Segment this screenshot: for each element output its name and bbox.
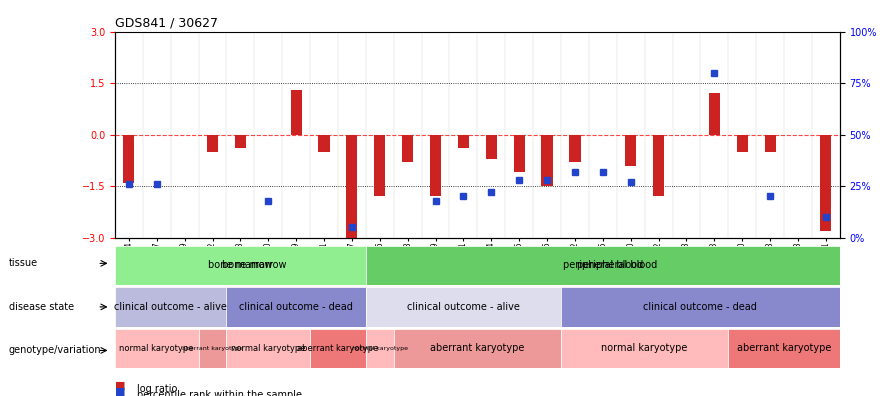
Bar xyxy=(115,329,199,368)
Bar xyxy=(514,135,525,172)
Bar xyxy=(347,135,357,238)
Text: aberrant karyotype: aberrant karyotype xyxy=(297,344,378,353)
Bar xyxy=(366,329,393,368)
Text: aberrant karyotype: aberrant karyotype xyxy=(182,346,243,351)
Bar xyxy=(561,287,840,327)
Bar xyxy=(820,135,832,231)
Bar xyxy=(709,93,720,135)
Text: percentile rank within the sample: percentile rank within the sample xyxy=(137,390,302,396)
Text: ■: ■ xyxy=(115,381,126,391)
Text: aberrant karyotype: aberrant karyotype xyxy=(737,343,831,354)
Bar xyxy=(226,287,366,327)
Bar xyxy=(402,135,413,162)
Bar xyxy=(728,329,840,368)
Bar xyxy=(561,329,728,368)
Text: normal karyotype: normal karyotype xyxy=(352,346,408,351)
Text: disease state: disease state xyxy=(9,302,74,312)
Bar xyxy=(235,135,246,148)
Bar xyxy=(366,287,561,327)
Text: GDS841 / 30627: GDS841 / 30627 xyxy=(115,16,218,29)
Text: peripheral blood: peripheral blood xyxy=(563,260,643,270)
Bar xyxy=(736,135,748,152)
Bar xyxy=(765,135,775,152)
Text: clinical outcome - dead: clinical outcome - dead xyxy=(644,302,758,312)
Bar xyxy=(318,135,330,152)
Text: genotype/variation: genotype/variation xyxy=(9,345,102,356)
Bar xyxy=(485,135,497,159)
Bar xyxy=(430,135,441,196)
Text: normal karyotype: normal karyotype xyxy=(119,344,194,353)
Text: clinical outcome - dead: clinical outcome - dead xyxy=(240,302,353,312)
Bar xyxy=(625,135,636,166)
Text: peripheral blood: peripheral blood xyxy=(576,260,657,270)
Text: tissue: tissue xyxy=(9,258,38,268)
Bar xyxy=(226,329,310,368)
Bar xyxy=(653,135,664,196)
Text: log ratio: log ratio xyxy=(137,384,178,394)
Bar xyxy=(123,135,134,183)
Text: bone marrow: bone marrow xyxy=(208,260,272,270)
Text: normal karyotype: normal karyotype xyxy=(601,343,688,354)
Bar xyxy=(207,135,218,152)
Text: ■: ■ xyxy=(115,387,126,396)
Text: clinical outcome - alive: clinical outcome - alive xyxy=(407,302,520,312)
Bar xyxy=(199,329,226,368)
Bar xyxy=(115,287,226,327)
Bar xyxy=(374,135,385,196)
Text: aberrant karyotype: aberrant karyotype xyxy=(431,343,524,354)
Bar xyxy=(569,135,581,162)
Text: normal karyotype: normal karyotype xyxy=(231,344,306,353)
Bar xyxy=(542,135,552,186)
Bar xyxy=(393,329,561,368)
Bar xyxy=(291,90,301,135)
FancyBboxPatch shape xyxy=(129,246,380,285)
Bar xyxy=(310,329,366,368)
Text: bone marrow: bone marrow xyxy=(222,260,286,270)
Text: clinical outcome - alive: clinical outcome - alive xyxy=(114,302,227,312)
Bar xyxy=(115,246,366,285)
FancyBboxPatch shape xyxy=(380,246,854,285)
Bar xyxy=(366,246,840,285)
Bar xyxy=(458,135,469,148)
